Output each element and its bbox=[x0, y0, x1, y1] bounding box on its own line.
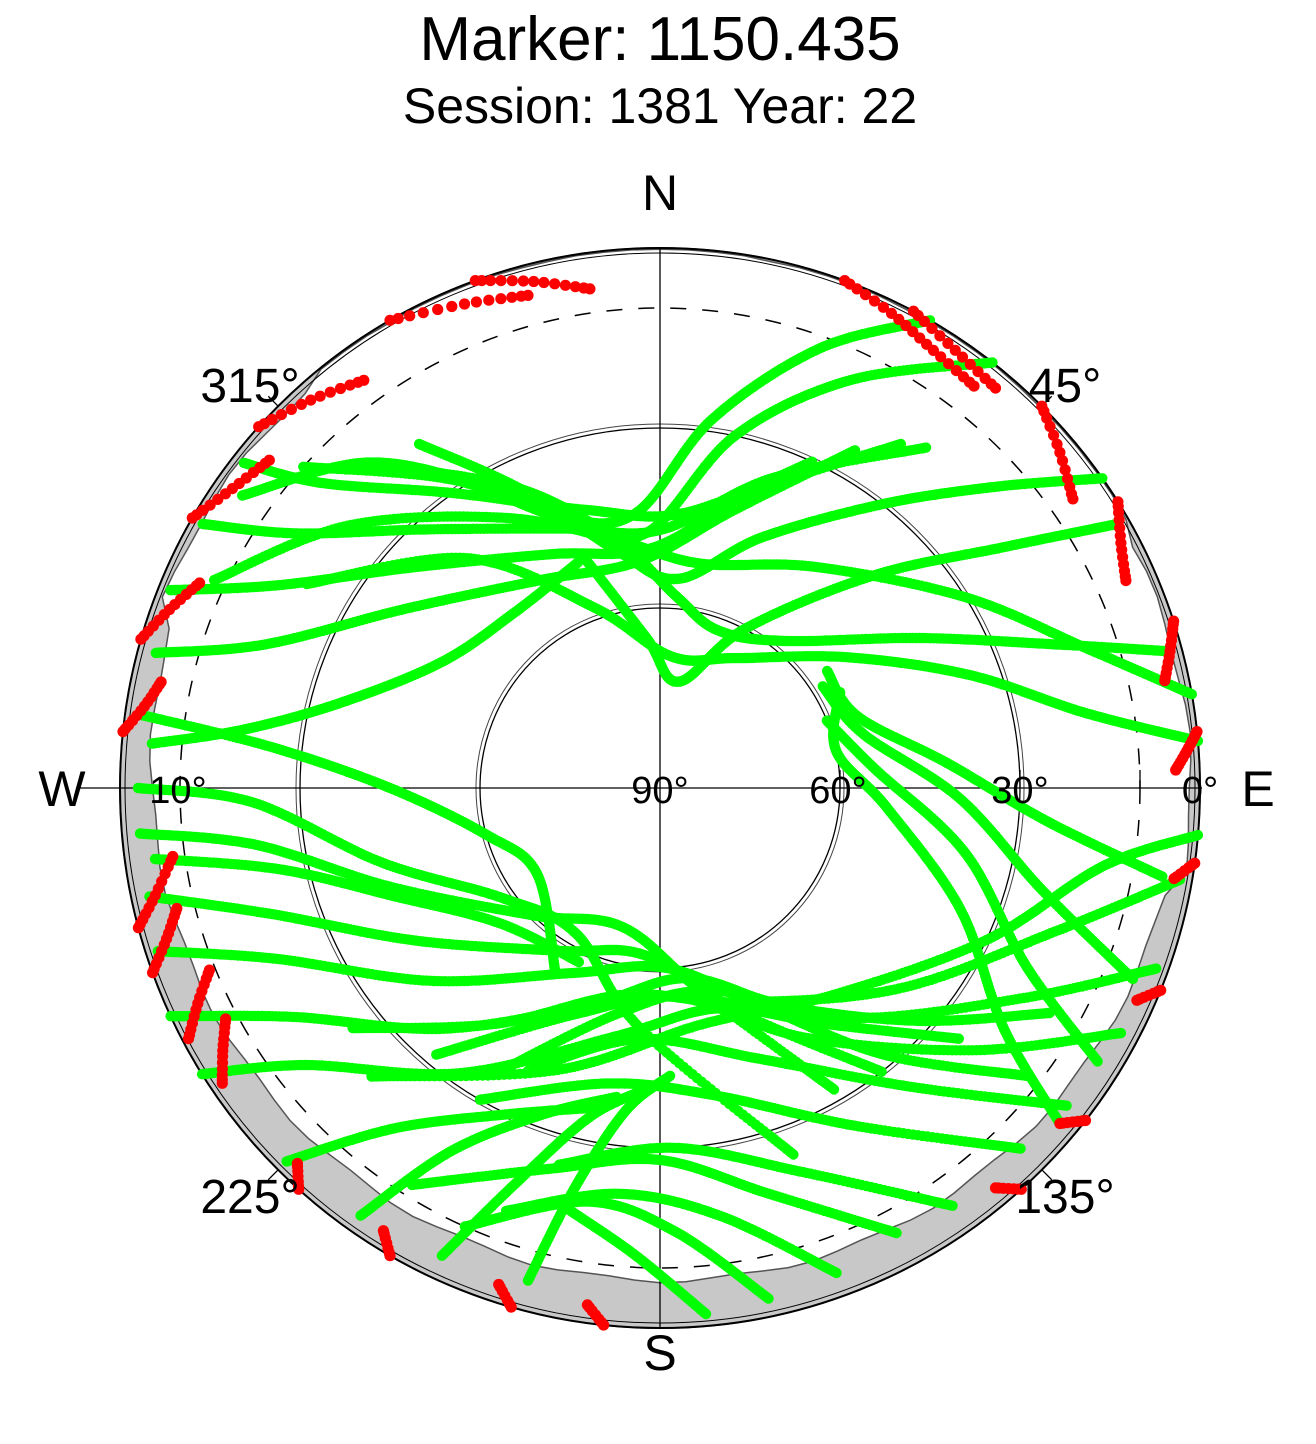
track-point bbox=[413, 438, 425, 450]
azimuth-tick-315 bbox=[267, 395, 279, 407]
azimuth-tick-135 bbox=[1041, 1169, 1053, 1181]
chart-title: Marker: 1150.435 bbox=[419, 5, 900, 74]
polar-plot-area bbox=[80, 247, 1204, 1331]
track-point bbox=[384, 461, 396, 472]
track-point bbox=[237, 490, 248, 501]
track-point bbox=[876, 1066, 887, 1077]
satellite-tracks bbox=[132, 315, 1204, 1320]
azimuth-tick-225 bbox=[267, 1169, 279, 1181]
chart-subtitle: Session: 1381 Year: 22 bbox=[403, 78, 917, 134]
track-point bbox=[208, 574, 220, 586]
track-point bbox=[298, 461, 309, 472]
track-point bbox=[431, 1049, 442, 1060]
track-1 bbox=[298, 315, 936, 529]
track-point bbox=[522, 1065, 534, 1077]
track-point bbox=[474, 1094, 486, 1106]
track-point bbox=[953, 1033, 964, 1044]
